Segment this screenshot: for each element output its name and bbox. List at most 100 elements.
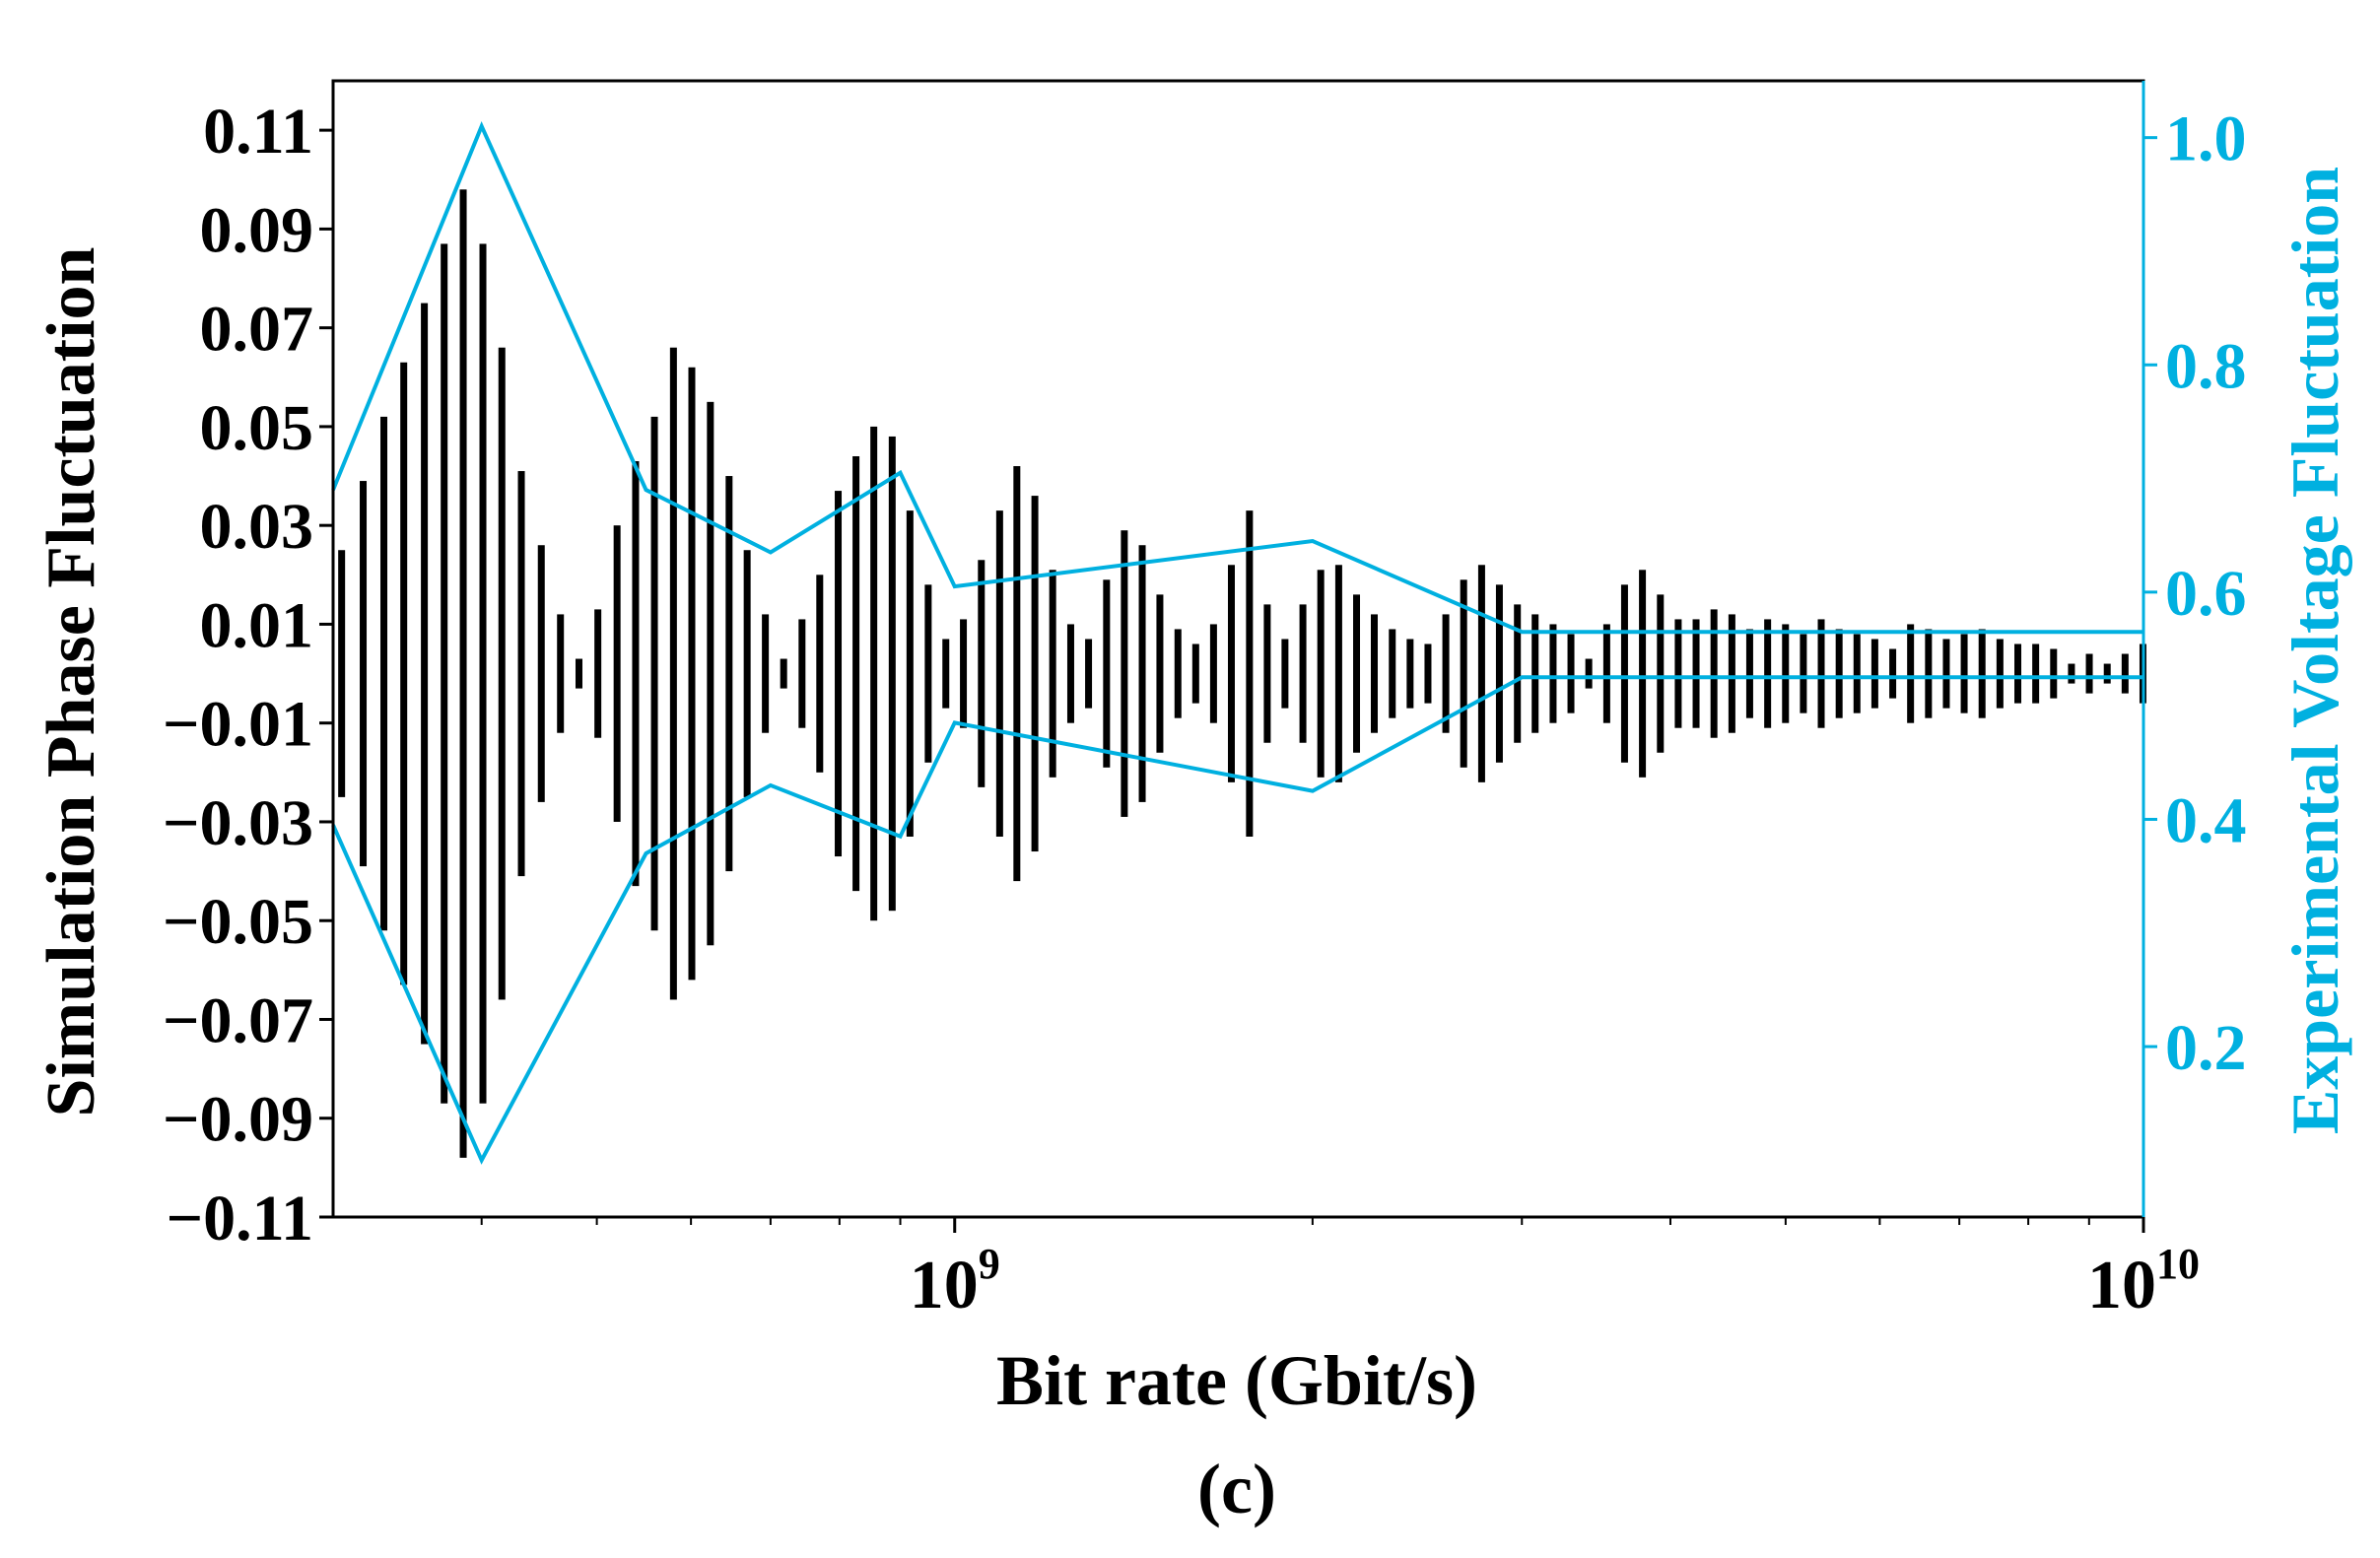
simulation-bar bbox=[1495, 584, 1503, 763]
simulation-bar bbox=[1191, 644, 1199, 704]
simulation-bar bbox=[2068, 663, 2075, 684]
simulation-bar bbox=[1764, 619, 1772, 728]
simulation-bar bbox=[669, 347, 677, 1000]
y-tick-label: 0.09 bbox=[200, 194, 314, 266]
y-tick-label: −0.11 bbox=[167, 1183, 313, 1254]
experimental-lower-line bbox=[331, 675, 2143, 1165]
y-tick-label: 0.03 bbox=[200, 491, 314, 563]
simulation-bar bbox=[575, 658, 582, 689]
simulation-bar bbox=[1103, 579, 1111, 768]
simulation-bar bbox=[1817, 619, 1825, 728]
simulation-bar bbox=[1942, 639, 1950, 709]
simulation-bar bbox=[1925, 629, 1933, 718]
simulation-bar bbox=[1334, 565, 1342, 782]
simulation-bar bbox=[1317, 570, 1325, 778]
simulation-bar bbox=[479, 243, 487, 1104]
simulation-bar bbox=[1728, 614, 1735, 733]
simulation-bar bbox=[557, 614, 565, 733]
simulation-bar bbox=[1657, 594, 1665, 753]
x-tick-label: 1010 bbox=[2087, 1240, 2200, 1323]
simulation-bar bbox=[1174, 629, 1182, 718]
simulation-bar bbox=[978, 560, 986, 787]
simulation-bar bbox=[1031, 496, 1039, 852]
simulation-bar bbox=[1299, 604, 1307, 743]
simulation-bar bbox=[743, 550, 751, 797]
simulation-bar bbox=[1620, 584, 1628, 763]
simulation-bar bbox=[537, 545, 545, 802]
simulation-bar bbox=[441, 243, 448, 1104]
simulation-bar bbox=[1281, 639, 1289, 709]
y2-tick-label: 1.0 bbox=[2165, 103, 2247, 175]
y-tick-label: 0.01 bbox=[200, 589, 314, 661]
simulation-bar bbox=[995, 510, 1003, 837]
simulation-bar bbox=[1800, 634, 1807, 713]
x-axis-label: Bit rate (Gbit/s) bbox=[996, 1341, 1477, 1420]
simulation-bar bbox=[632, 461, 640, 887]
simulation-bar bbox=[960, 619, 968, 728]
simulation-bar bbox=[1996, 639, 2004, 709]
simulation-bar bbox=[1121, 530, 1128, 817]
y2-tick-label: 0.8 bbox=[2165, 330, 2247, 402]
simulation-bar bbox=[1639, 570, 1647, 778]
simulation-bar bbox=[1442, 614, 1450, 733]
y-tick-label: 0.07 bbox=[200, 294, 314, 366]
simulation-bar bbox=[798, 619, 806, 728]
simulation-bar bbox=[1460, 579, 1467, 768]
y-axis-label: Simulation Phase Fluctuation bbox=[34, 247, 109, 1118]
simulation-bar bbox=[1907, 624, 1915, 723]
simulation-bar bbox=[1978, 629, 1986, 718]
simulation-bar bbox=[380, 416, 388, 931]
x-tick-label: 109 bbox=[910, 1240, 1000, 1323]
simulation-bar bbox=[1156, 594, 1164, 753]
simulation-bar bbox=[1870, 639, 1878, 709]
simulation-bar bbox=[816, 575, 824, 773]
simulation-bar bbox=[1263, 604, 1271, 743]
y-tick-label: 0.11 bbox=[203, 96, 313, 168]
simulation-bar bbox=[1889, 648, 1897, 699]
figure-caption: (c) bbox=[1197, 1450, 1276, 1528]
simulation-bar bbox=[613, 525, 621, 822]
simulation-bar bbox=[906, 510, 914, 837]
simulation-bar bbox=[2032, 644, 2040, 704]
simulation-bar bbox=[1085, 639, 1093, 709]
simulation-bars bbox=[338, 189, 2146, 1158]
simulation-bar bbox=[852, 455, 860, 892]
simulation-bar bbox=[707, 401, 714, 946]
y-tick-label: −0.01 bbox=[163, 689, 313, 761]
simulation-bar bbox=[1389, 629, 1396, 718]
simulation-bar bbox=[1585, 658, 1593, 689]
simulation-bar bbox=[1745, 629, 1753, 718]
simulation-bar bbox=[762, 614, 770, 733]
simulation-bar bbox=[688, 367, 696, 981]
simulation-bar bbox=[1246, 510, 1254, 837]
simulation-bar bbox=[1602, 624, 1610, 723]
simulation-bar bbox=[1013, 466, 1021, 882]
y2-tick-label: 0.6 bbox=[2165, 558, 2247, 630]
simulation-bar bbox=[459, 189, 467, 1158]
simulation-bar bbox=[517, 471, 525, 877]
simulation-bar bbox=[2014, 644, 2022, 704]
simulation-bar bbox=[1674, 619, 1682, 728]
y2-tick-label: 0.2 bbox=[2165, 1012, 2247, 1084]
simulation-bar bbox=[1406, 639, 1414, 709]
simulation-bar bbox=[1514, 604, 1522, 743]
right-axis-ticks: 1.0 0.8 0.6 0.4 0.2 bbox=[2143, 103, 2247, 1084]
simulation-bar bbox=[2050, 648, 2058, 699]
simulation-bar bbox=[725, 476, 733, 872]
simulation-bar bbox=[780, 658, 787, 689]
simulation-bar bbox=[1477, 565, 1485, 782]
simulation-bar bbox=[924, 584, 932, 763]
simulation-bar bbox=[400, 362, 408, 985]
simulation-bar bbox=[1782, 624, 1790, 723]
simulation-bar bbox=[1710, 609, 1718, 738]
simulation-bar bbox=[835, 491, 843, 857]
simulation-bar bbox=[1960, 634, 1968, 713]
experimental-upper-line bbox=[331, 121, 2143, 635]
left-axis-ticks: 0.11 0.09 0.07 0.05 0.03 0.01 −0.01 −0.03 −0.05 −… bbox=[163, 96, 333, 1254]
simulation-bar bbox=[338, 550, 346, 797]
y-tick-label: −0.07 bbox=[163, 984, 313, 1056]
x-axis-ticks: 109 1010 bbox=[480, 1217, 2200, 1323]
simulation-bar bbox=[1424, 644, 1432, 704]
simulation-bar bbox=[1209, 624, 1217, 723]
